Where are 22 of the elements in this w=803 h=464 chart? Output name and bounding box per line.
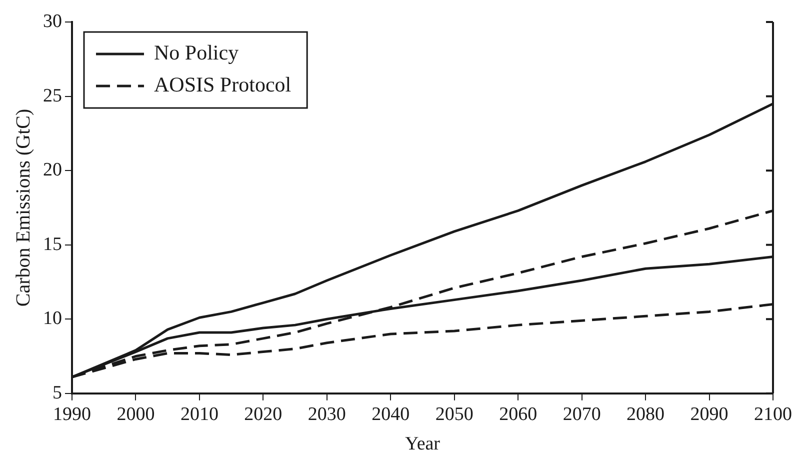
x-tick-label: 2030 — [308, 404, 346, 425]
x-tick-label: 1990 — [53, 404, 91, 425]
x-tick-label: 2010 — [180, 404, 218, 425]
x-tick-label: 2040 — [372, 404, 410, 425]
y-tick-label: 30 — [43, 10, 62, 32]
x-axis-title: Year — [404, 434, 441, 455]
x-tick-label: 2000 — [116, 404, 155, 425]
x-tick-label: 2080 — [626, 404, 665, 425]
y-tick-label: 25 — [43, 85, 62, 106]
legend-label: No Policy — [154, 40, 240, 65]
x-tick-label: 2020 — [244, 404, 282, 425]
y-tick-label: 20 — [43, 160, 62, 181]
y-tick-label: 10 — [43, 308, 62, 330]
y-axis-title: Carbon Emissions (GtC) — [12, 108, 34, 307]
x-tick-label: 2100 — [754, 404, 792, 425]
x-tick-label: 2090 — [690, 404, 728, 425]
legend-label: AOSIS Protocol — [154, 72, 292, 97]
y-tick-label: 5 — [52, 382, 62, 404]
x-tick-label: 2050 — [435, 404, 474, 425]
x-tick-label: 2070 — [562, 404, 601, 425]
y-tick-label: 15 — [43, 234, 62, 255]
x-tick-label: 2060 — [499, 404, 538, 425]
